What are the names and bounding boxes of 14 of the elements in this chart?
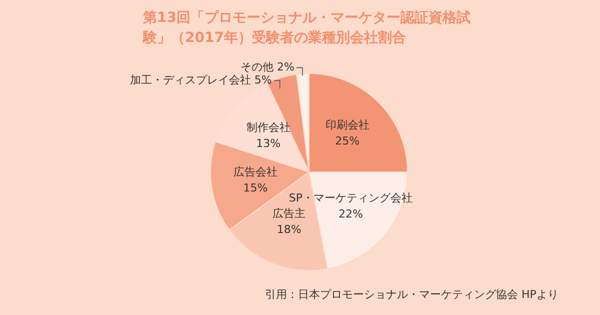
slice-label: 加工・ディスプレイ会社 5% <box>130 74 272 87</box>
data-label: 13% <box>256 137 281 150</box>
slice-label: 印刷会社 <box>325 118 370 132</box>
data-label: 25% <box>335 134 360 148</box>
slice-label: 制作会社 <box>246 121 290 134</box>
slice-label: その他 2% <box>240 60 294 74</box>
data-label: 22% <box>338 207 363 220</box>
chart-title: 第13回「プロモーショナル・マーケター認証資格試験」（2017年）受験者の業種別会社割合 <box>143 9 472 48</box>
slice-label: SP・マーケティング会社 <box>288 191 413 204</box>
slice-label: 広告会社 <box>233 165 278 178</box>
data-label: 18% <box>276 223 302 236</box>
data-label: 15% <box>243 181 268 194</box>
text: 引用：日本プロモーショナル・マーケティング協会 HPより <box>265 287 558 302</box>
slice-label: 広告主 <box>272 207 306 220</box>
